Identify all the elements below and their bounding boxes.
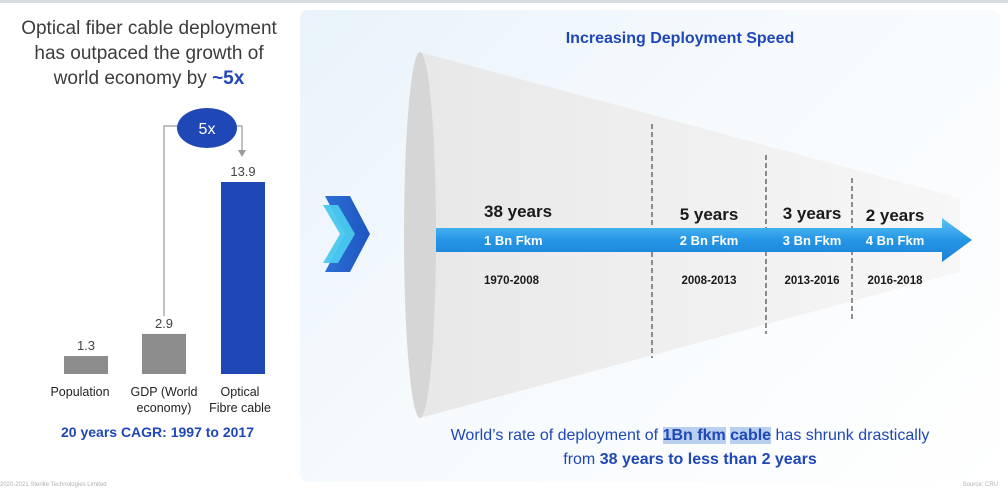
- segment-volume: 4 Bn Fkm: [866, 233, 925, 248]
- footer-highlight: cable: [730, 427, 772, 444]
- footer-line2-prefix: from: [563, 451, 600, 468]
- segment-duration: 5 years: [680, 205, 739, 224]
- footer-line1-prefix: World’s rate of deployment of: [450, 427, 663, 444]
- chevron-highlight-icon: [323, 205, 355, 263]
- bar-chart: 1.3 2.9 13.9: [64, 164, 265, 374]
- bar-value-label: 1.3: [77, 338, 95, 353]
- bar: [142, 333, 186, 374]
- segment-duration: 2 years: [866, 206, 925, 225]
- multiplier-badge-text: 5x: [199, 121, 216, 138]
- segment-duration: 3 years: [783, 204, 842, 223]
- bar: [64, 356, 108, 374]
- category-line: GDP (World: [130, 385, 198, 399]
- category-line: Fibre cable: [209, 401, 271, 415]
- source-note: Source: CRU: [962, 482, 998, 488]
- segment-duration: 38 years: [484, 202, 552, 221]
- left-heading-line1: Optical fiber cable deployment: [21, 18, 277, 39]
- timeline-labels: 38 years 1 Bn Fkm 1970-2008 5 years 2 Bn Fkm…: [484, 202, 924, 287]
- multiplier-badge: [177, 108, 237, 148]
- left-heading-line3: world economy by ~5x: [10, 66, 288, 91]
- bar-category-label: Optical Fibre cable: [190, 384, 290, 416]
- funnel-opening: [404, 52, 436, 418]
- footer-line1: World’s rate of deployment of 1Bn fkm ca…: [390, 424, 990, 448]
- bar-value-label: 2.9: [155, 316, 173, 331]
- top-divider: [0, 0, 1008, 3]
- copyright-footnote: 2020-2021 Sterlite Technologies Limited: [0, 482, 107, 488]
- left-heading-line3-prefix: world economy by: [53, 68, 213, 89]
- category-line: Population: [50, 385, 110, 399]
- bar-category-label: GDP (World economy): [114, 384, 214, 416]
- segment-period: 1970-2008: [484, 275, 540, 287]
- bar-category-label: Population: [30, 384, 130, 400]
- category-line: Optical: [220, 385, 260, 399]
- footer-highlight: 1Bn fkm: [662, 427, 726, 444]
- segment-period: 2016-2018: [868, 275, 924, 287]
- timeline-arrow: [436, 218, 972, 262]
- bar: [221, 182, 265, 374]
- left-heading: Optical fiber cable deployment has outpa…: [10, 16, 288, 91]
- segment-volume: 1 Bn Fkm: [484, 233, 543, 248]
- segment-period: 2013-2016: [785, 275, 840, 287]
- bracket-arrowhead: [238, 150, 246, 157]
- footer-line2: from 38 years to less than 2 years: [390, 448, 990, 472]
- right-heading: Increasing Deployment Speed: [565, 30, 795, 47]
- footer-message: World’s rate of deployment of 1Bn fkm ca…: [390, 424, 990, 472]
- left-heading-line2: has outpaced the growth of: [34, 43, 264, 64]
- bar-value-label: 13.9: [230, 164, 255, 179]
- segment-period: 2008-2013: [682, 275, 737, 287]
- segment-volume: 3 Bn Fkm: [783, 233, 842, 248]
- footer-line1-suffix: has shrunk drastically: [771, 427, 930, 444]
- category-line: economy): [136, 401, 192, 415]
- left-heading-emphasis: ~5x: [212, 68, 245, 89]
- cagr-label: 20 years CAGR: 1997 to 2017: [61, 424, 254, 440]
- footer-line2-bold: 38 years to less than 2 years: [599, 451, 817, 468]
- segment-volume: 2 Bn Fkm: [680, 233, 739, 248]
